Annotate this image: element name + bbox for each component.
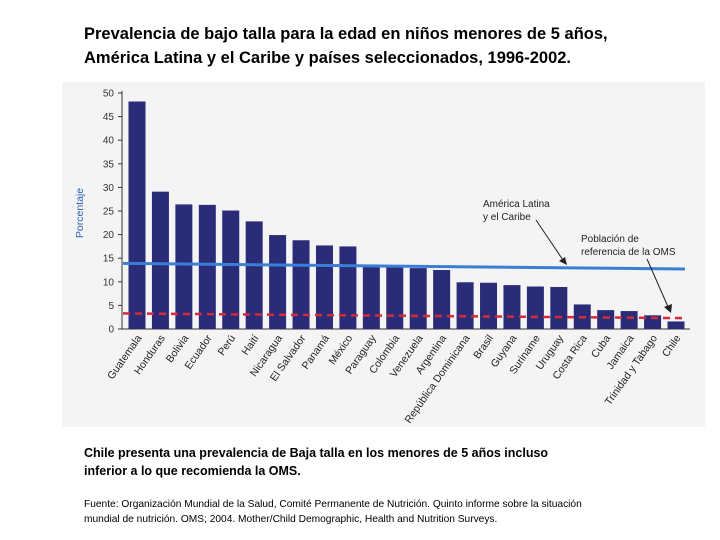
x-tick-label: Chile <box>660 333 684 360</box>
annotation-lac-arrowhead <box>559 257 567 265</box>
y-tick-label: 0 <box>108 325 114 336</box>
annotation-oms-pointer <box>646 258 670 310</box>
y-tick-label: 15 <box>103 254 115 265</box>
bar-7 <box>292 240 310 329</box>
conclusion-line-1: Chile presenta una prevalencia de Baja t… <box>84 446 549 460</box>
bar-6 <box>269 235 287 329</box>
y-tick-label: 25 <box>103 207 115 218</box>
bar-3 <box>198 204 216 329</box>
bar-15 <box>480 282 498 329</box>
source-note: Fuente: Organización Mundial de la Salud… <box>84 497 684 527</box>
bar-12 <box>409 268 427 329</box>
y-tick-label: 20 <box>103 230 115 241</box>
bar-0 <box>128 101 146 329</box>
y-tick-label: 30 <box>103 183 115 194</box>
source-line-2: mundial de nutrición. OMS; 2004. Mother/… <box>84 514 498 525</box>
bar-14 <box>456 282 474 329</box>
slide-title-line-1: Prevalencia de bajo talla para la edad e… <box>84 25 608 43</box>
conclusion-text: Chile presenta una prevalencia de Baja t… <box>84 444 664 480</box>
x-tick-label: Perú <box>216 333 239 358</box>
source-line-1: Fuente: Organización Mundial de la Salud… <box>84 499 582 510</box>
bar-chart: 05101520253035404550PorcentajeGuatemalaH… <box>74 89 690 426</box>
annotation-oms-line-2: referencia de la OMS <box>581 247 676 258</box>
bar-18 <box>550 286 568 329</box>
y-tick-label: 5 <box>108 301 114 312</box>
y-tick-label: 35 <box>103 159 115 170</box>
bar-11 <box>386 266 404 329</box>
chart-panel: 0 5 10 15 20 25 30 35 40 45 50 Porcentaje Guatemala H… <box>62 82 705 427</box>
bar-10 <box>362 264 380 329</box>
bar-21 <box>620 311 638 329</box>
annotation-lac-line-1: América Latina <box>483 199 550 210</box>
bar-4 <box>222 210 240 329</box>
bar-23 <box>667 321 685 329</box>
annotation-lac-line-2: y el Caribe <box>483 212 531 223</box>
y-tick-label: 40 <box>103 136 115 147</box>
y-axis-title: Porcentaje <box>74 188 86 238</box>
bar-1 <box>151 191 169 329</box>
bar-5 <box>245 221 263 329</box>
x-tick-label: Haití <box>239 333 261 358</box>
annotation-lac-pointer <box>535 219 566 264</box>
bar-13 <box>433 270 451 329</box>
annotation-oms-line-1: Población de <box>581 234 639 245</box>
y-tick-label: 45 <box>103 112 115 123</box>
bar-2 <box>175 204 193 329</box>
y-tick-label: 50 <box>103 89 115 100</box>
y-tick-label: 10 <box>103 277 115 288</box>
slide-title-line-2: América Latina y el Caribe y países sele… <box>84 49 572 67</box>
reference-line-oms <box>122 312 686 320</box>
annotation-oms-arrowhead <box>664 304 672 313</box>
slide-title: Prevalencia de bajo talla para la edad e… <box>84 22 704 70</box>
bar-16 <box>503 285 521 329</box>
bar-8 <box>315 245 333 329</box>
bar-20 <box>597 310 615 329</box>
conclusion-line-2: inferior a lo que recomienda la OMS. <box>84 464 301 478</box>
reference-line-lac <box>122 261 686 271</box>
bar-17 <box>526 286 544 329</box>
